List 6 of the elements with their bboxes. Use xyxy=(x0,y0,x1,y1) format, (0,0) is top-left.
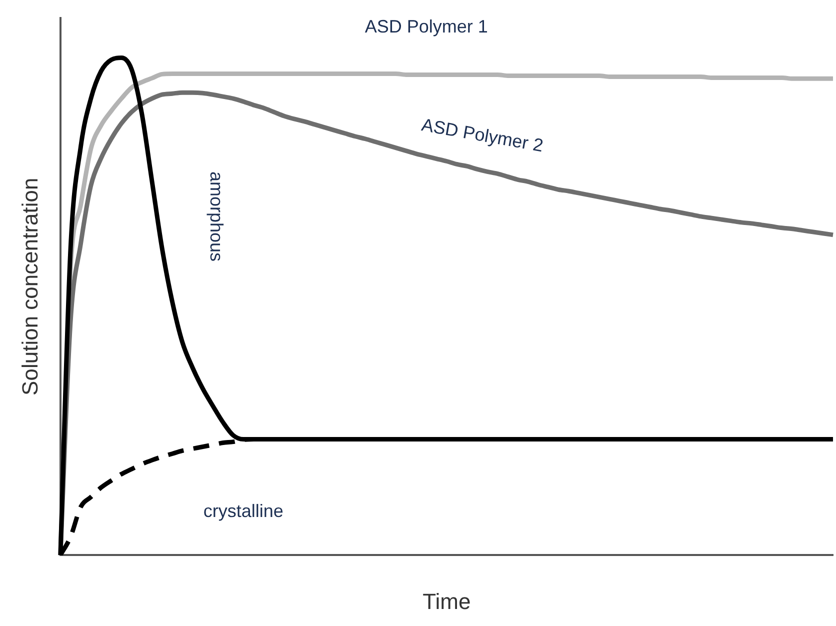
y-axis-title: Solution concentration xyxy=(17,178,42,396)
x-axis-title: Time xyxy=(422,588,471,614)
text: ASD Polymer 2 xyxy=(420,114,545,156)
text: crystalline xyxy=(203,500,284,521)
text: ASD Polymer 1 xyxy=(364,16,488,37)
text: amorphous xyxy=(206,171,226,262)
